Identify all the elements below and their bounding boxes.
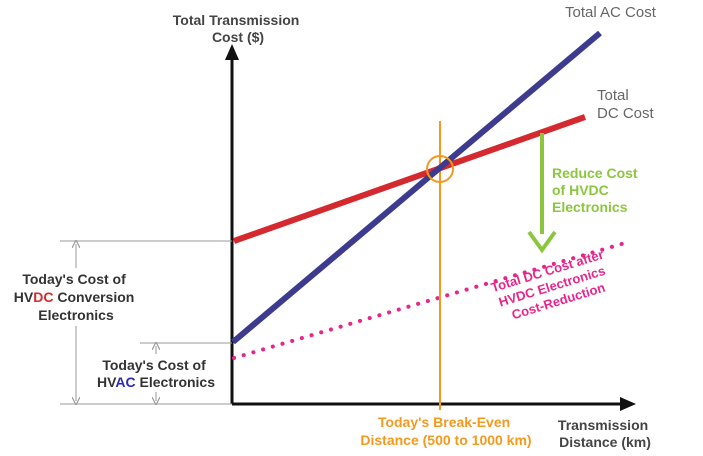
y-axis-label: Total Transmission Cost ($) xyxy=(173,12,303,45)
reduce-cost-label: Reduce Cost of HVDC Electronics xyxy=(552,165,641,215)
dc-cost-line xyxy=(233,114,586,244)
x-axis-arrowhead xyxy=(620,397,636,411)
svg-text:Total DC Cost after HVDC: Total DC Cost after HVDC Electronics Cos… xyxy=(489,246,618,326)
breakeven-circle xyxy=(426,155,454,183)
breakeven-label: Today's Break-Even Distance (500 to 1000… xyxy=(360,414,531,448)
ac-cost-label: Total AC Cost xyxy=(565,4,657,21)
reduce-cost-arrowhead xyxy=(527,230,557,254)
y-axis-arrowhead xyxy=(225,44,239,60)
dc-cost-label: Total DC Cost xyxy=(597,87,655,122)
ac-cost-line xyxy=(231,30,602,345)
ac-electronics-cost-label: Today's Cost of HVAC Electronics xyxy=(97,357,215,390)
dc-conversion-cost-label: Today's Cost of HVDC Conversion Electron… xyxy=(14,271,138,323)
reduced-dc-cost-line xyxy=(232,241,627,360)
x-axis-label: Transmission Distance (km) xyxy=(558,417,652,450)
dc-after-reduction-label: Total DC Cost after HVDC Electronics Cos… xyxy=(489,246,618,326)
